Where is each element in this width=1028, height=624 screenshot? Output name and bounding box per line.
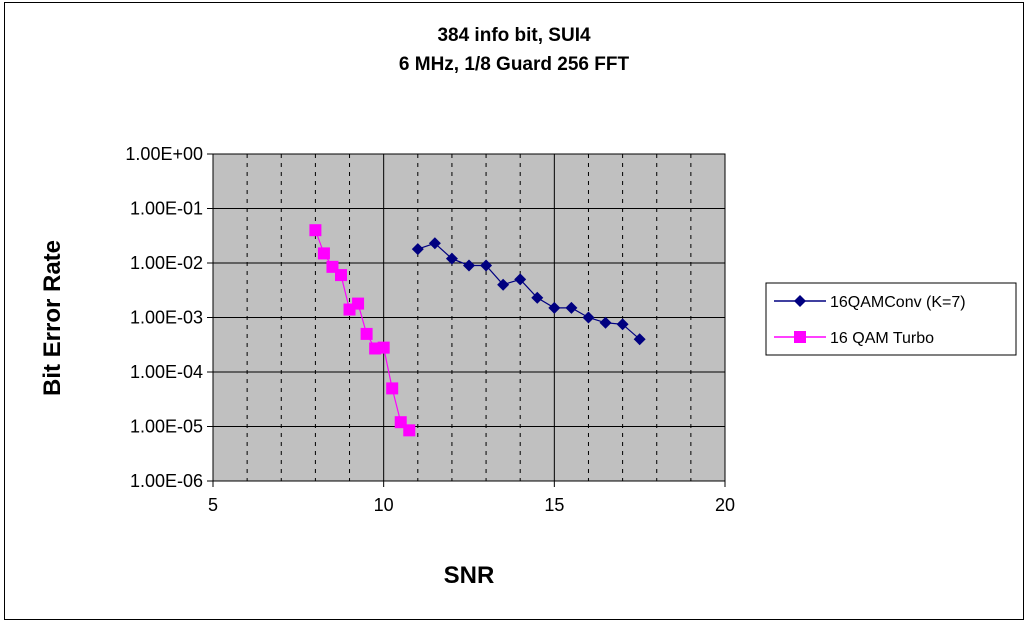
data-point-turbo [386, 382, 399, 395]
data-point-turbo [403, 424, 416, 437]
axis-layer: 1.00E+00 1.00E-01 1.00E-02 1.00E-03 1.00E-04… [125, 144, 735, 515]
data-point-turbo [352, 297, 365, 310]
x-tick-label: 15 [544, 495, 564, 515]
data-point-conv [480, 259, 493, 272]
data-point-conv [633, 333, 646, 346]
y-tick-label: 1.00E-04 [130, 362, 203, 382]
chart-title-line-1: 384 info bit, SUI4 [437, 25, 591, 46]
y-tick-label: 1.00E-06 [130, 471, 203, 491]
data-point-conv [565, 301, 578, 314]
x-tick-label: 5 [208, 495, 218, 515]
chart-title-line-2: 6 MHz, 1/8 Guard 256 FFT [398, 54, 630, 75]
legend-label-conv: 16QAMConv (K=7) [830, 294, 966, 311]
y-tick-label: 1.00E+00 [125, 144, 203, 164]
y-tick-label: 1.00E-01 [130, 199, 203, 219]
legend-marker-turbo [794, 331, 806, 343]
y-tick-label: 1.00E-05 [130, 417, 203, 437]
data-point-conv [428, 237, 441, 250]
data-point-conv [445, 252, 458, 265]
data-point-conv [599, 316, 612, 329]
data-point-conv [497, 278, 510, 291]
data-point-conv [411, 243, 424, 256]
x-tick-label: 20 [715, 495, 735, 515]
series-layer [309, 224, 646, 437]
legend-label-turbo: 16 QAM Turbo [830, 330, 934, 347]
legend-box [765, 282, 1017, 356]
data-point-turbo [360, 327, 373, 340]
data-point-conv [531, 291, 544, 304]
data-point-turbo [335, 269, 347, 282]
data-point-conv [548, 301, 561, 314]
data-point-turbo [377, 341, 390, 354]
data-point-turbo [309, 224, 322, 237]
legend-marker-conv [794, 295, 806, 307]
data-point-conv [582, 311, 595, 324]
y-tick-label: 1.00E-02 [130, 253, 203, 273]
data-point-conv [616, 318, 629, 331]
data-point-conv [514, 273, 527, 286]
x-axis-title: SNR [444, 562, 495, 589]
data-point-conv [463, 259, 475, 272]
grid-layer [213, 154, 725, 481]
legend: 16QAMConv (K=7) 16 QAM Turbo [765, 282, 1017, 356]
data-point-turbo [317, 247, 330, 260]
x-tick-label: 10 [374, 495, 394, 515]
y-tick-label: 1.00E-03 [130, 308, 203, 328]
y-axis-title: Bit Error Rate [39, 240, 66, 396]
